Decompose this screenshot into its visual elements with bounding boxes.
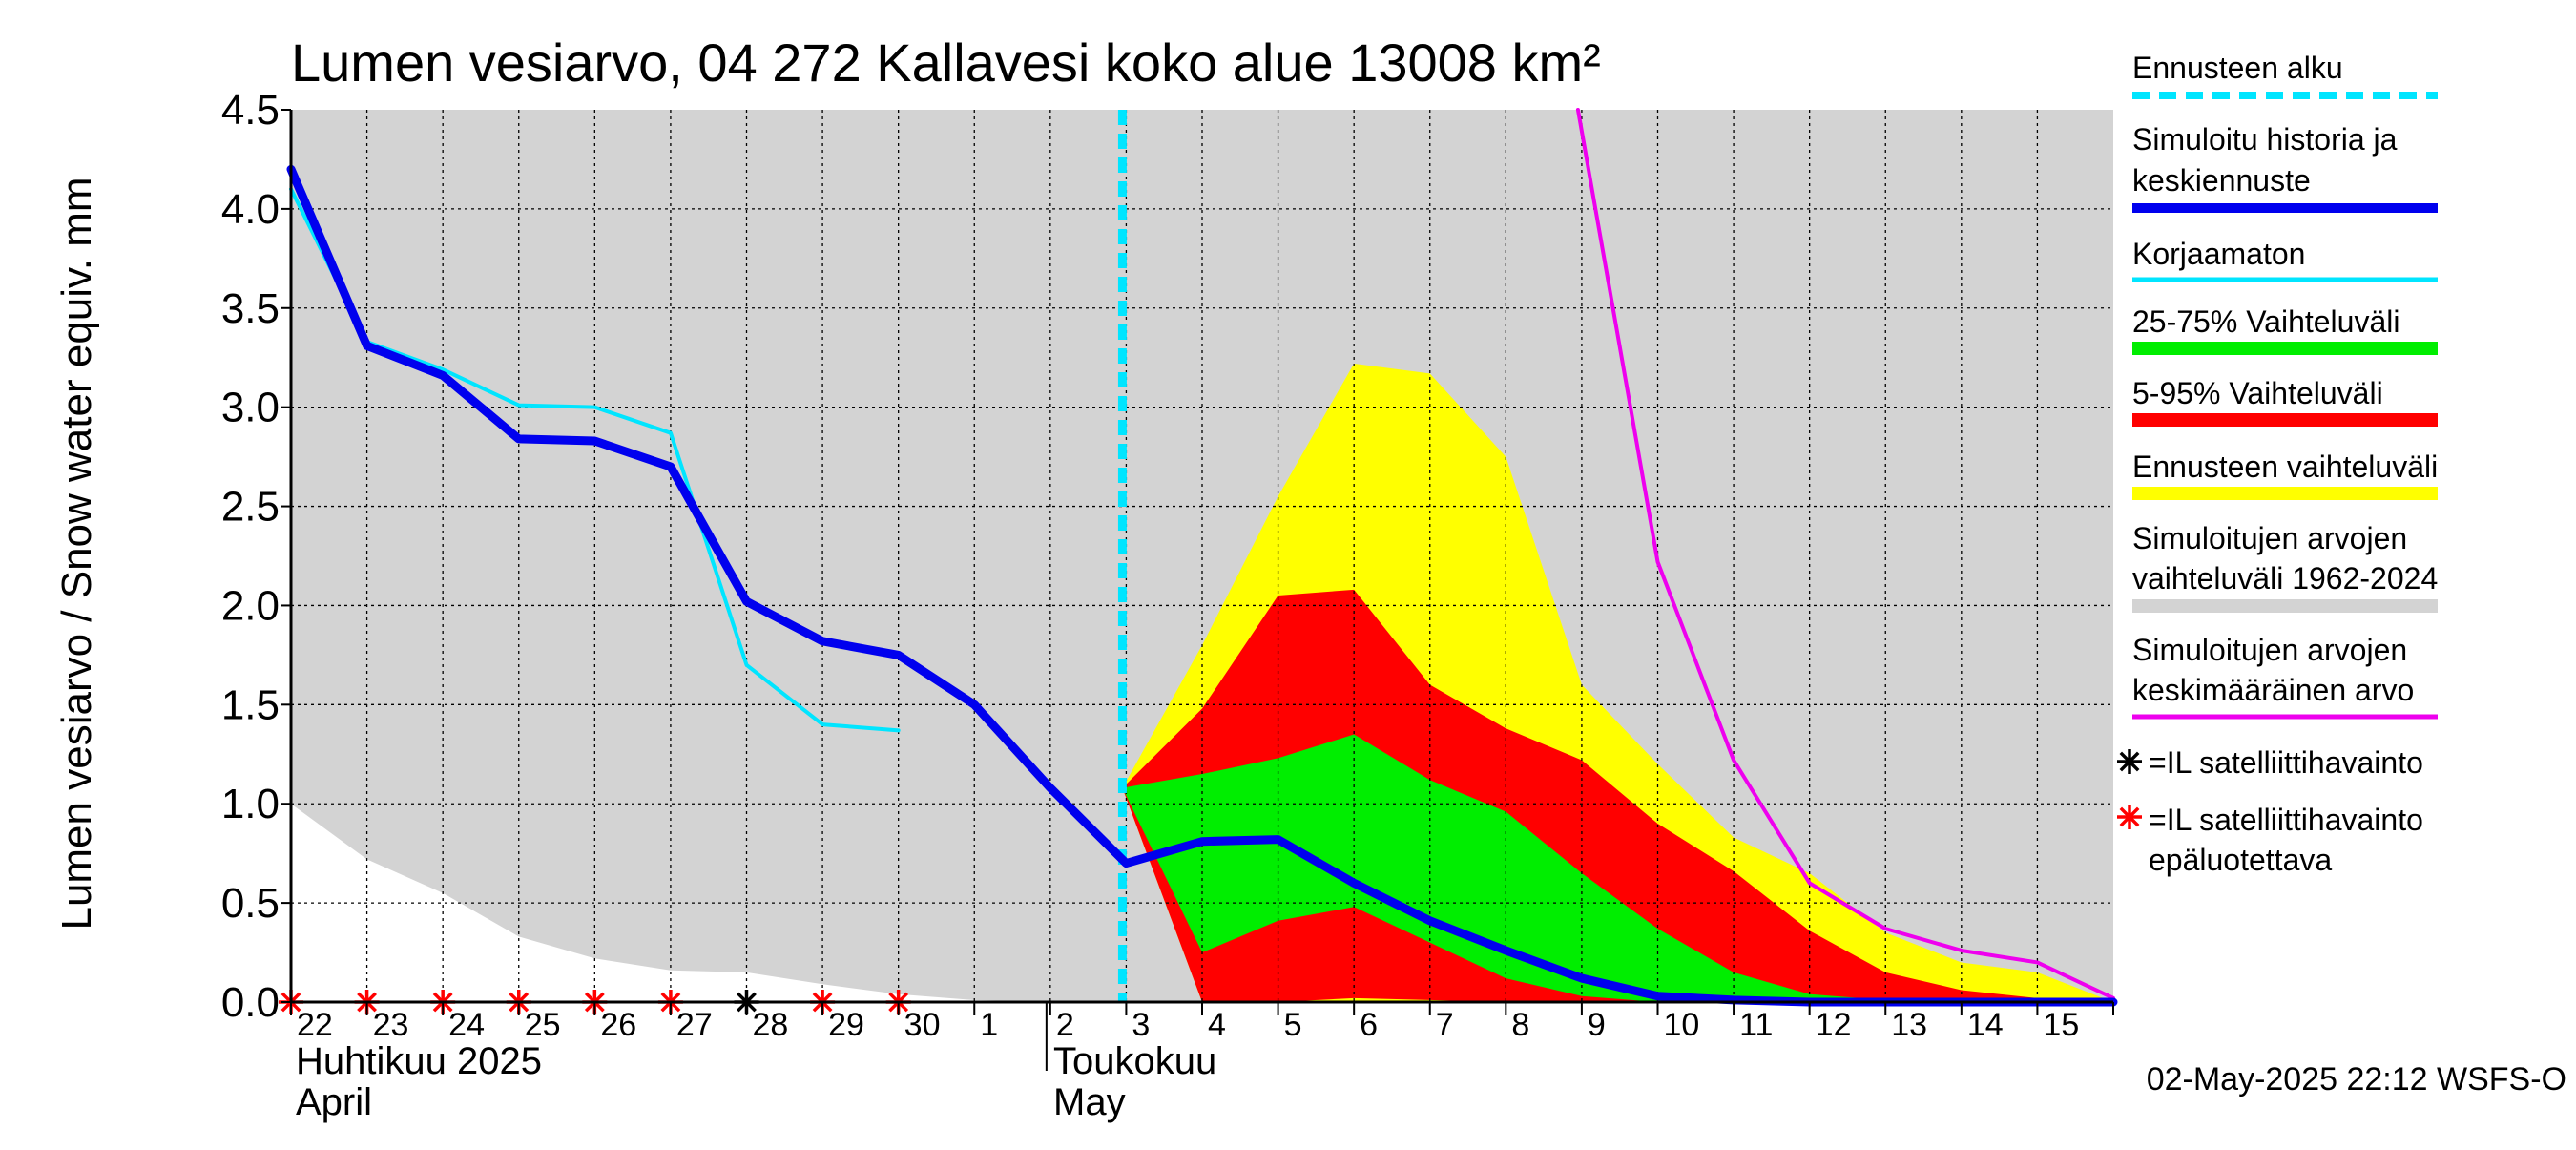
x-tick-label-7: 29 bbox=[828, 1007, 864, 1043]
legend-item-9-text-1: epäluotettava bbox=[2149, 843, 2332, 877]
legend-item-0-text-0: Ennusteen alku bbox=[2132, 51, 2343, 85]
series-line-1 bbox=[289, 187, 901, 733]
legend-item-5-text-0: Ennusteen vaihteluväli bbox=[2132, 450, 2438, 484]
legend-item-6-text-1: vaihteluväli 1962-2024 bbox=[2132, 561, 2438, 596]
band-3 bbox=[1122, 734, 2113, 1002]
y-tick-label-0: 0.0 bbox=[221, 979, 280, 1026]
x-tick-label-21: 13 bbox=[1891, 1007, 1927, 1043]
x-tick-label-16: 8 bbox=[1511, 1007, 1529, 1043]
y-tick-labels: 0.0 0.5 1.0 1.5 2.0 2.5 3.0 3.5 4.0 4.5 bbox=[221, 87, 291, 1026]
x-tick-label-22: 14 bbox=[1967, 1007, 2004, 1043]
x-tick-label-6: 28 bbox=[753, 1007, 789, 1043]
y-tick-label-4: 2.0 bbox=[221, 582, 280, 629]
legend-item-7: Simuloitujen arvojen keskimääräinen arvo bbox=[2132, 633, 2438, 720]
grid-lines bbox=[291, 110, 2113, 1002]
x-tick-label-4: 26 bbox=[600, 1007, 636, 1043]
legend-item-9: =IL satelliittihavainto epäluotettava bbox=[2117, 803, 2423, 877]
legend: Ennusteen alku Simuloitu historia ja keski… bbox=[2117, 51, 2438, 877]
plot-frame bbox=[289, 110, 2114, 1071]
legend-item-8-marker-stroke-3 bbox=[2119, 751, 2140, 772]
x-tick-label-13: 5 bbox=[1284, 1007, 1302, 1043]
legend-item-8: =IL satelliittihavainto bbox=[2117, 745, 2423, 780]
x-tick-label-9: 1 bbox=[980, 1007, 998, 1043]
legend-item-9-marker-stroke-3 bbox=[2119, 806, 2140, 827]
y-tick-label-9: 4.5 bbox=[221, 87, 280, 134]
legend-item-2-text-0: Korjaamaton bbox=[2132, 237, 2305, 271]
legend-item-9-text-0: =IL satelliittihavainto bbox=[2149, 803, 2423, 837]
legend-item-5: Ennusteen vaihteluväli bbox=[2132, 450, 2438, 500]
x-tick-label-0: 22 bbox=[297, 1007, 333, 1043]
x-tick-label-12: 4 bbox=[1208, 1007, 1226, 1043]
y-tick-label-2: 1.0 bbox=[221, 781, 280, 827]
series-line-0 bbox=[1575, 108, 2115, 1000]
x-tick-label-19: 11 bbox=[1739, 1007, 1773, 1043]
x-tick-label-15: 7 bbox=[1436, 1007, 1454, 1043]
x-tick-label-20: 12 bbox=[1816, 1007, 1852, 1043]
month-label-may-fi: Toukokuu bbox=[1053, 1040, 1216, 1082]
y-tick-label-1: 0.5 bbox=[221, 880, 280, 927]
x-tick-label-17: 9 bbox=[1588, 1007, 1606, 1043]
month-label-may-en: May bbox=[1053, 1081, 1126, 1123]
legend-item-6-text-0: Simuloitujen arvojen bbox=[2132, 521, 2407, 555]
legend-item-8-marker bbox=[2117, 749, 2142, 774]
x-tick-label-18: 10 bbox=[1664, 1007, 1700, 1043]
y-tick-label-6: 3.0 bbox=[221, 385, 280, 431]
legend-item-2: Korjaamaton bbox=[2132, 237, 2438, 282]
legend-item-3-text-0: 25-75% Vaihteluväli bbox=[2132, 304, 2399, 339]
footer-timestamp: 02-May-2025 22:12 WSFS-O bbox=[2147, 1061, 2566, 1098]
x-tick-label-23: 15 bbox=[2043, 1007, 2079, 1043]
x-tick-labels: 22 23 24 25 26 27 28 29 30 1 2 3 4 5 6 7 8 9 10 11 12 13 14 15 bbox=[297, 1007, 2079, 1043]
month-label-april-en: April bbox=[296, 1081, 372, 1123]
legend-item-4: 5-95% Vaihteluväli bbox=[2132, 376, 2438, 427]
legend-item-7-text-0: Simuloitujen arvojen bbox=[2132, 633, 2407, 667]
y-tick-label-5: 2.5 bbox=[221, 484, 280, 531]
y-tick-label-8: 4.0 bbox=[221, 186, 280, 233]
legend-item-4-text-0: 5-95% Vaihteluväli bbox=[2132, 376, 2383, 410]
legend-item-8-text-0: =IL satelliittihavainto bbox=[2149, 745, 2423, 780]
legend-item-7-text-1: keskimääräinen arvo bbox=[2132, 673, 2414, 707]
x-tick-label-11: 3 bbox=[1132, 1007, 1150, 1043]
month-labels: Huhtikuu 2025 April Toukokuu May bbox=[296, 1040, 1216, 1123]
legend-item-0: Ennusteen alku bbox=[2132, 51, 2438, 99]
x-tick-label-5: 27 bbox=[676, 1007, 713, 1043]
x-tick-label-10: 2 bbox=[1056, 1007, 1074, 1043]
legend-item-1-text-0: Simuloitu historia ja bbox=[2132, 122, 2398, 157]
x-tick-label-1: 23 bbox=[373, 1007, 409, 1043]
legend-item-3: 25-75% Vaihteluväli bbox=[2132, 304, 2438, 355]
legend-item-1: Simuloitu historia ja keskiennuste bbox=[2132, 122, 2438, 213]
legend-item-9-marker bbox=[2117, 805, 2142, 829]
y-tick-label-3: 1.5 bbox=[221, 681, 280, 728]
x-tick-label-14: 6 bbox=[1360, 1007, 1378, 1043]
month-label-april-fi: Huhtikuu 2025 bbox=[296, 1040, 542, 1082]
y-tick-label-7: 3.5 bbox=[221, 285, 280, 332]
x-tick-label-2: 24 bbox=[448, 1007, 485, 1043]
y-axis-label: Lumen vesiarvo / Snow water equiv. mm bbox=[53, 177, 100, 930]
legend-item-1-text-1: keskiennuste bbox=[2132, 163, 2311, 198]
x-tick-label-3: 25 bbox=[525, 1007, 561, 1043]
x-tick-label-8: 30 bbox=[904, 1007, 941, 1043]
legend-item-6: Simuloitujen arvojen vaihteluväli 1962-20… bbox=[2132, 521, 2438, 613]
chart-title: Lumen vesiarvo, 04 272 Kallavesi koko al… bbox=[291, 32, 1601, 93]
